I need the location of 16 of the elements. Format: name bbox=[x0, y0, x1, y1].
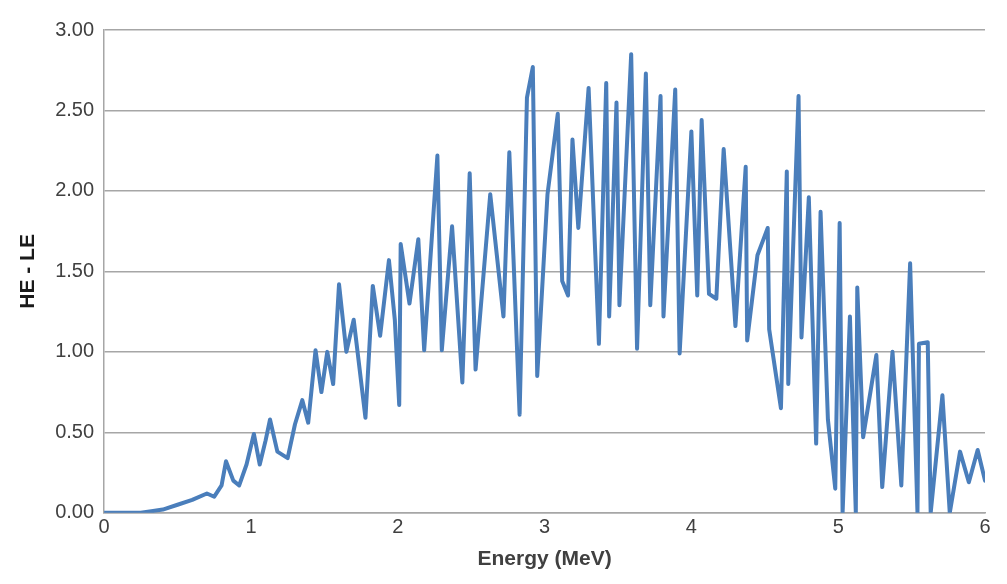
y-tick-label: 3.00 bbox=[55, 17, 95, 40]
y-tick-label: 0.00 bbox=[55, 500, 95, 523]
x-tick-label: 0 bbox=[98, 515, 110, 538]
y-tick-label: 0.50 bbox=[55, 419, 95, 442]
x-tick-label: 5 bbox=[832, 515, 844, 538]
y-tick-label: 1.00 bbox=[55, 339, 95, 362]
x-tick-label: 1 bbox=[245, 515, 257, 538]
x-tick-label: 2 bbox=[392, 515, 404, 538]
x-tick-label: 3 bbox=[539, 515, 551, 538]
x-axis-title: Energy (MeV) bbox=[477, 546, 612, 570]
x-tick-label: 4 bbox=[685, 515, 697, 538]
y-axis-title: HE - LE bbox=[15, 234, 39, 309]
x-tick-label: 6 bbox=[979, 515, 991, 538]
y-tick-label: 2.50 bbox=[55, 97, 95, 120]
y-tick-label: 1.50 bbox=[55, 258, 95, 281]
y-tick-label: 2.00 bbox=[55, 178, 95, 201]
